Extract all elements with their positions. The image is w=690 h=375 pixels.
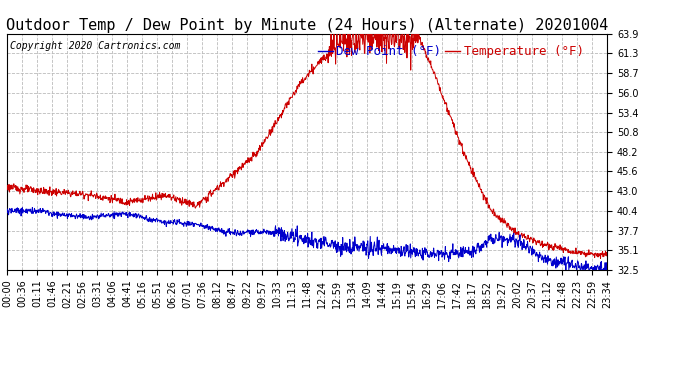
Title: Outdoor Temp / Dew Point by Minute (24 Hours) (Alternate) 20201004: Outdoor Temp / Dew Point by Minute (24 H…: [6, 18, 608, 33]
Text: Copyright 2020 Cartronics.com: Copyright 2020 Cartronics.com: [10, 41, 180, 51]
Legend: Dew Point (°F), Temperature (°F): Dew Point (°F), Temperature (°F): [313, 40, 589, 63]
